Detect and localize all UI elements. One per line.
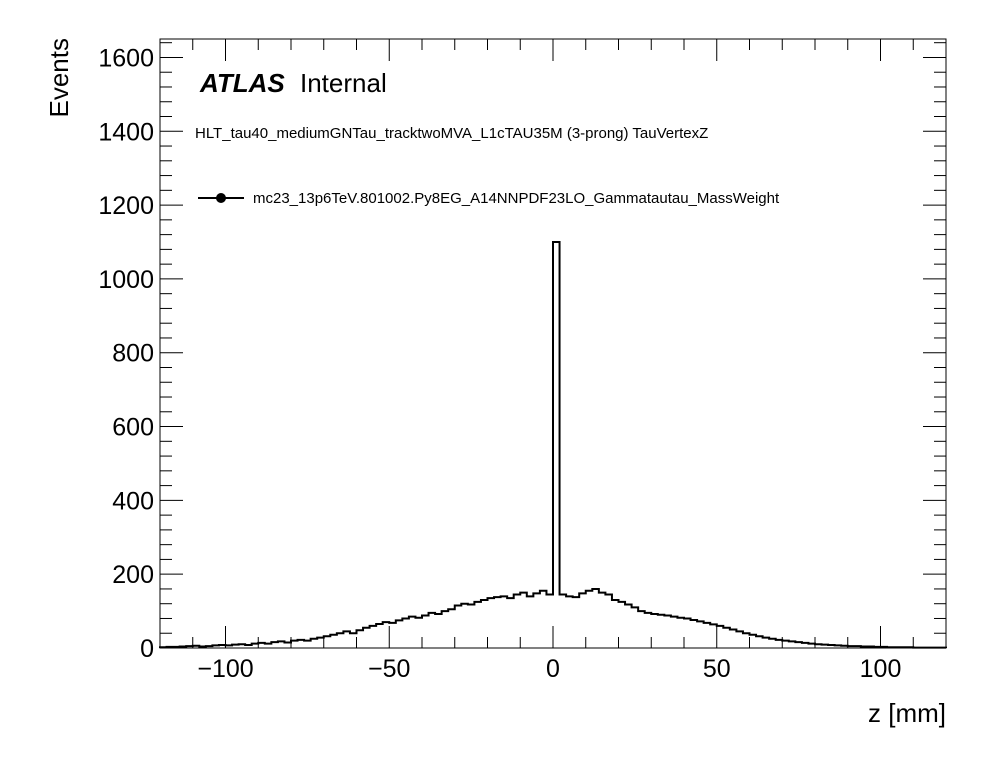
x-axis-label: z [mm] [868,698,946,728]
legend-dot-marker [216,193,226,203]
x-tick-label: 0 [546,655,560,683]
y-tick-label: 1600 [98,44,154,72]
x-tick-label: 50 [703,655,731,683]
legend: mc23_13p6TeV.801002.Py8EG_A14NNPDF23LO_G… [198,190,780,207]
y-tick-label: 400 [112,487,154,515]
plot-frame [159,38,947,649]
axis-tick-labels: −100 −50 0 50 100020040060080010001200140016… [98,44,901,683]
y-tick-label: 1200 [98,192,154,220]
selection-annotation: HLT_tau40_mediumGNTau_tracktwoMVA_L1cTAU… [195,125,708,142]
histogram-series-line [159,241,947,649]
y-tick-label: 200 [112,561,154,589]
y-tick-label: 1000 [98,266,154,294]
legend-entry-label: mc23_13p6TeV.801002.Py8EG_A14NNPDF23LO_G… [253,190,780,207]
y-tick-label: 800 [112,340,154,368]
y-axis-label: Events [44,38,74,118]
x-tick-label: 100 [860,655,902,683]
atlas-label: ATLAS [199,68,285,98]
y-tick-label: 0 [140,635,154,663]
x-tick-label: −100 [197,655,253,683]
axis-ticks [159,39,947,649]
y-tick-label: 1400 [98,118,154,146]
y-tick-label: 600 [112,414,154,442]
atlas-internal-label: Internal [300,68,387,98]
x-tick-label: −50 [368,655,410,683]
